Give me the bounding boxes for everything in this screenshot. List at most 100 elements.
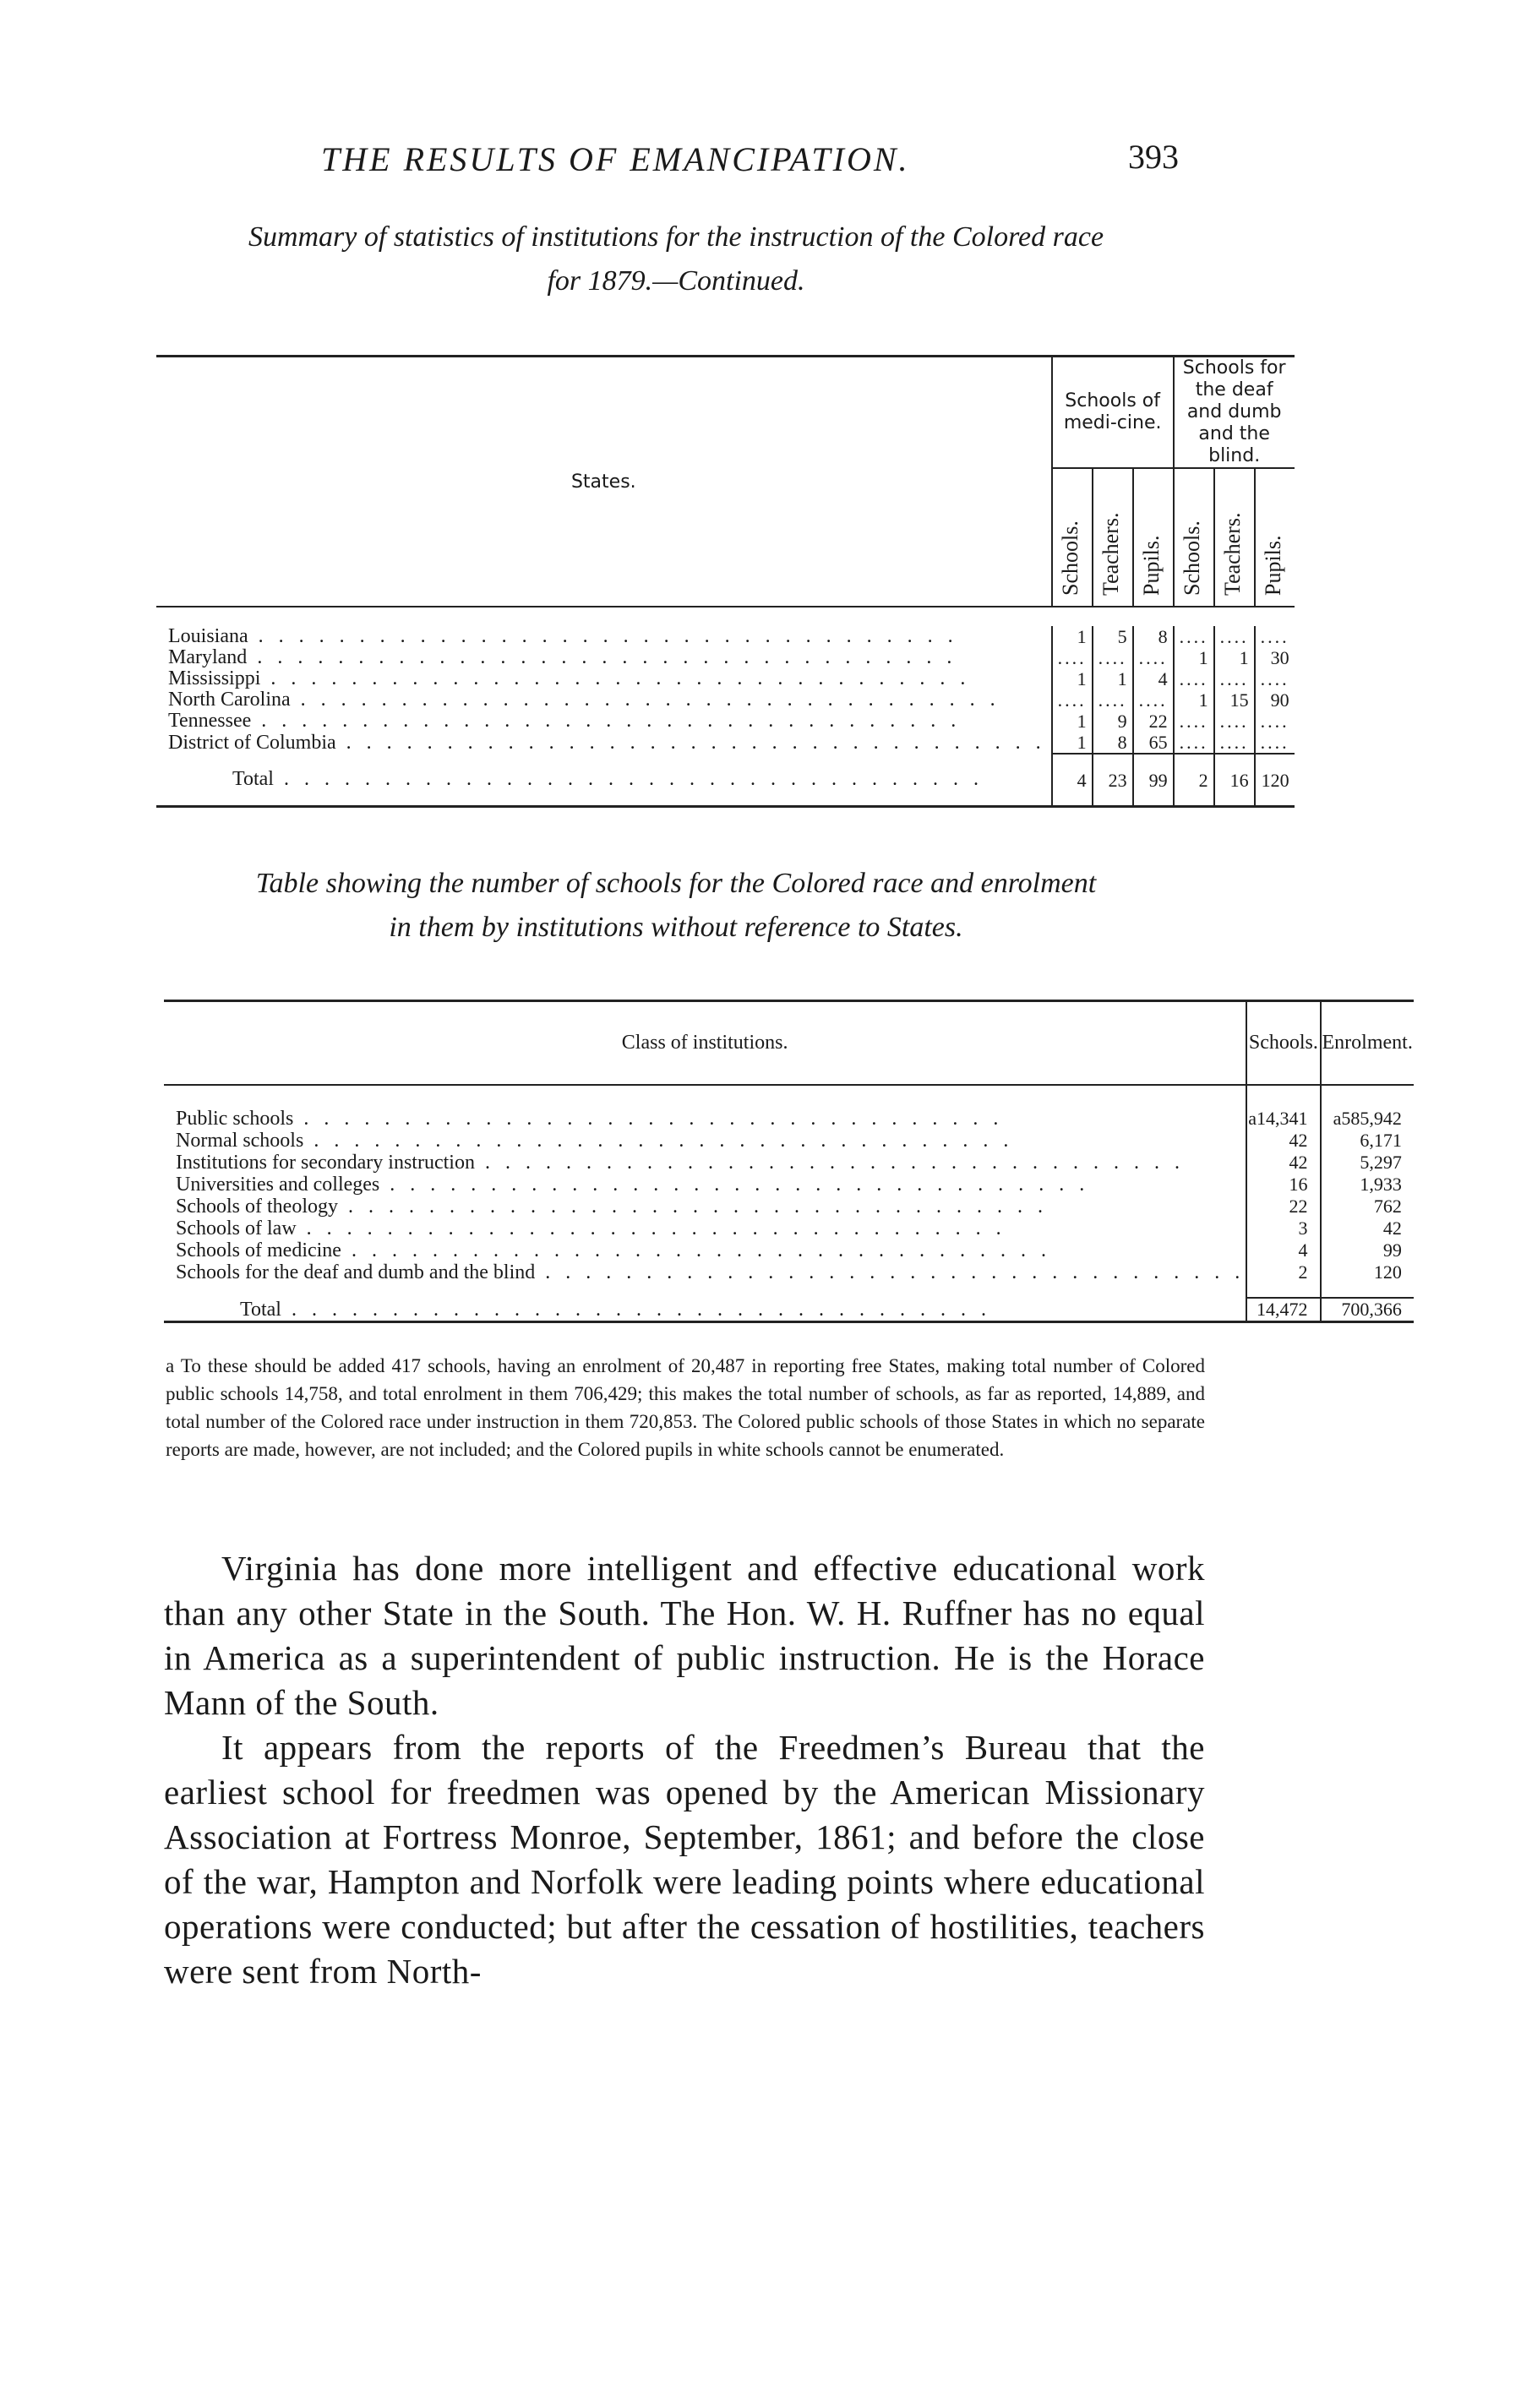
state-name: Maryland (156, 647, 1052, 668)
empty-cell (1213, 711, 1255, 732)
paragraph: Virginia has done more intelligent and e… (164, 1549, 1205, 1722)
cell: 5,297 (1319, 1152, 1414, 1174)
column-header: Schools. (1172, 467, 1214, 607)
empty-cell (1213, 668, 1255, 689)
cell: 1 (1050, 711, 1093, 732)
cell: 4 (1246, 1239, 1321, 1261)
table-row: Universities and colleges161,933 (164, 1174, 1414, 1196)
cell: 1 (1050, 626, 1093, 647)
table-row: Louisiana158 (156, 626, 1295, 647)
column-label: Pupils. (1260, 535, 1285, 596)
cell: 90 (1253, 689, 1295, 711)
cell: 2 (1172, 753, 1214, 807)
column-header: Pupils. (1253, 467, 1295, 607)
empty-cell (1172, 668, 1214, 689)
running-title: THE RESULTS OF EMANCIPATION. (321, 140, 910, 178)
table-row: Tennessee1922 (156, 711, 1295, 732)
column-header: Enrolment. (1319, 1000, 1414, 1086)
spacer-cell (1246, 1283, 1321, 1298)
cell: 120 (1319, 1261, 1414, 1283)
cell: 1 (1050, 732, 1093, 754)
cell: 2 (1246, 1261, 1321, 1283)
cell: a585,942 (1319, 1108, 1414, 1130)
empty-cell (1253, 711, 1295, 732)
state-name: Total (156, 754, 1052, 807)
cell: 99 (1319, 1239, 1414, 1261)
spacer-cell (1319, 1283, 1414, 1298)
institution-class: Normal schools (164, 1130, 1246, 1152)
cell: 42 (1246, 1130, 1321, 1152)
caption-line: Summary of statistics of institutions fo… (248, 221, 1104, 253)
column-label: Pupils. (1138, 535, 1164, 596)
table-row: Mississippi114 (156, 668, 1295, 689)
empty-cell (1050, 689, 1093, 711)
cell: 700,366 (1319, 1297, 1414, 1322)
cell: 8 (1091, 732, 1133, 754)
institution-class: Schools of law (164, 1218, 1246, 1239)
cell: 1 (1091, 668, 1133, 689)
table-row: Schools of medicine499 (164, 1239, 1414, 1261)
state-name: Mississippi (156, 668, 1052, 689)
table-row: Schools for the deaf and dumb and the bl… (164, 1261, 1414, 1283)
state-name: North Carolina (156, 689, 1052, 711)
table-caption: Table showing the number of schools for … (127, 862, 1225, 950)
empty-cell (1213, 732, 1255, 754)
column-label: Schools. (1057, 520, 1082, 596)
institution-class: Total (164, 1298, 1246, 1322)
empty-cell (1131, 689, 1174, 711)
cell: 16 (1246, 1174, 1321, 1196)
spacer-cell (164, 1283, 1246, 1298)
empty-cell (1253, 732, 1295, 754)
cell: 42 (1246, 1152, 1321, 1174)
cell: 15 (1213, 689, 1255, 711)
cell: 99 (1131, 753, 1174, 807)
table-row: District of Columbia1865 (156, 732, 1295, 754)
table-row: Normal schools426,171 (164, 1130, 1414, 1152)
body-text: Virginia has done more intelligent and e… (164, 1546, 1205, 1994)
cell: 1 (1172, 689, 1214, 711)
cell: 4 (1131, 668, 1174, 689)
group-header: Schools for the deaf and dumb and the bl… (1172, 356, 1295, 468)
table-row: Schools of theology22762 (164, 1196, 1414, 1218)
spacer (164, 1283, 1414, 1298)
table: States. Schools of medi-cine. Schools fo… (156, 355, 1295, 808)
column-header: Teachers. (1091, 467, 1133, 607)
table-caption: Summary of statistics of institutions fo… (127, 215, 1225, 303)
cell: 6,171 (1319, 1130, 1414, 1152)
caption-line: for 1879.—Continued. (547, 265, 805, 297)
state-name: District of Columbia (156, 732, 1052, 754)
empty-cell (1091, 647, 1133, 668)
cell: 8 (1131, 626, 1174, 647)
cell: 3 (1246, 1218, 1321, 1239)
empty-cell (1253, 668, 1295, 689)
cell: 1 (1172, 647, 1214, 668)
table: Class of institutions. Schools. Enrolmen… (164, 1000, 1414, 1323)
cell: 22 (1246, 1196, 1321, 1218)
institution-class: Schools of medicine (164, 1239, 1246, 1261)
cell: 120 (1253, 753, 1295, 807)
paragraph: It appears from the reports of the Freed… (164, 1728, 1205, 1991)
column-header: Schools. (1050, 467, 1093, 607)
column-header: Pupils. (1131, 467, 1174, 607)
institution-class: Universities and colleges (164, 1174, 1246, 1196)
column-header: Class of institutions. (164, 1000, 1247, 1086)
column-header: States. (570, 471, 636, 493)
column-header: Teachers. (1213, 467, 1255, 607)
cell: 1 (1050, 668, 1093, 689)
table-row: Institutions for secondary instruction42… (164, 1152, 1414, 1174)
state-name: Tennessee (156, 711, 1052, 732)
cell: a14,341 (1246, 1108, 1321, 1130)
caption-line: in them by institutions without referenc… (389, 912, 963, 943)
cell: 22 (1131, 711, 1174, 732)
group-header: Schools of medi-cine. (1050, 356, 1174, 468)
cell: 5 (1091, 626, 1133, 647)
institution-class: Schools for the deaf and dumb and the bl… (164, 1261, 1246, 1283)
cell: 4 (1050, 753, 1093, 807)
empty-cell (1172, 732, 1214, 754)
cell: 65 (1131, 732, 1174, 754)
institution-class: Public schools (164, 1108, 1246, 1130)
